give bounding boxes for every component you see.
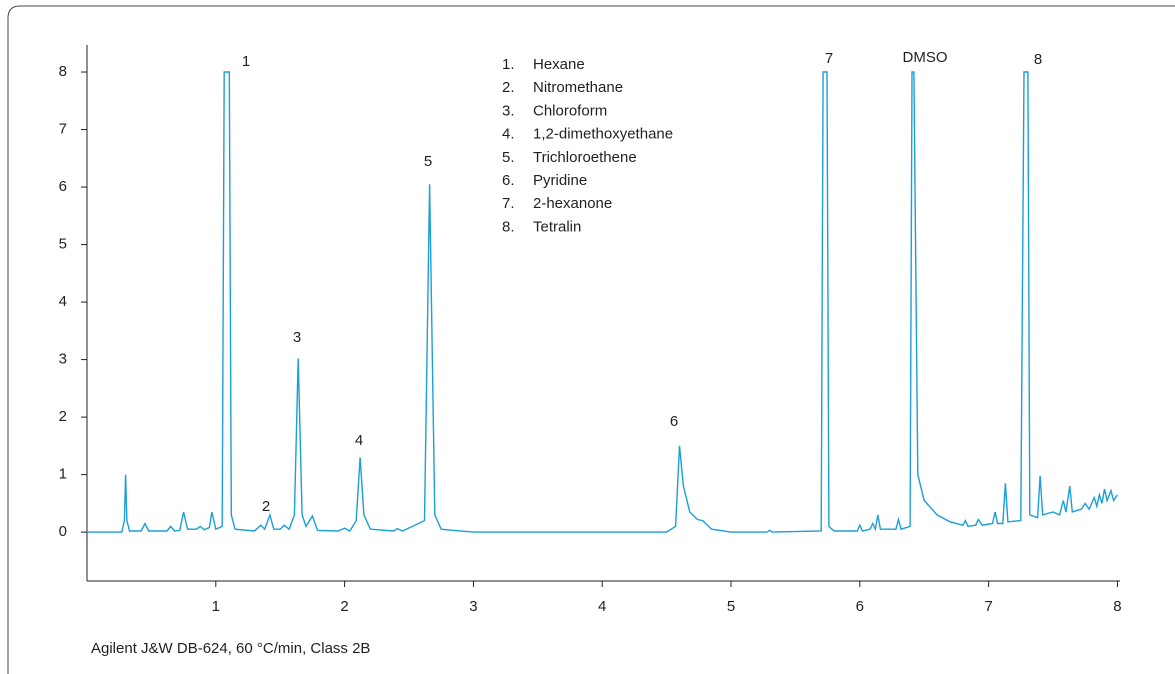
trace bbox=[87, 71, 1118, 533]
peak-label: 2 bbox=[262, 498, 270, 515]
x-tick-label: 7 bbox=[984, 598, 992, 615]
y-tick-label: 1 bbox=[59, 466, 67, 483]
x-tick-label: 5 bbox=[727, 598, 735, 615]
x-tick-label: 1 bbox=[212, 598, 220, 615]
peak-label: 3 bbox=[293, 329, 301, 346]
y-tick-label: 5 bbox=[59, 236, 67, 253]
y-tick-label: 3 bbox=[59, 351, 67, 368]
legend-name: Hexane bbox=[533, 56, 585, 73]
y-tick-label: 6 bbox=[59, 178, 67, 195]
y-tick-label: 8 bbox=[59, 63, 67, 80]
y-tick-label: 0 bbox=[59, 523, 67, 540]
x-tick-label: 4 bbox=[598, 598, 606, 615]
legend-number: 7. bbox=[502, 195, 515, 212]
legend-number: 3. bbox=[502, 102, 515, 119]
legend-number: 5. bbox=[502, 149, 515, 166]
frame bbox=[7, 5, 1175, 674]
y-tick-label: 7 bbox=[59, 121, 67, 138]
legend-name: Chloroform bbox=[533, 102, 607, 119]
peak-label: 6 bbox=[670, 413, 678, 430]
legend-number: 4. bbox=[502, 126, 515, 143]
peak-label: 1 bbox=[242, 53, 250, 70]
legend-number: 8. bbox=[502, 218, 515, 235]
x-tick-label: 8 bbox=[1113, 598, 1121, 615]
peak-label: 4 bbox=[355, 432, 363, 449]
x-tick-label: 3 bbox=[469, 598, 477, 615]
peak-label: 7 bbox=[825, 50, 833, 67]
peak-label: 8 bbox=[1034, 51, 1042, 68]
legend-name: Tetralin bbox=[533, 218, 581, 235]
legend-number: 1. bbox=[502, 56, 515, 73]
x-tick-label: 6 bbox=[856, 598, 864, 615]
legend-number: 6. bbox=[502, 172, 515, 189]
y-tick-label: 2 bbox=[59, 408, 67, 425]
legend-name: 1,2-dimethoxyethane bbox=[533, 126, 673, 143]
legend-name: Nitromethane bbox=[533, 79, 623, 96]
legend-name: Pyridine bbox=[533, 172, 587, 189]
legend-name: 2-hexanone bbox=[533, 195, 612, 212]
legend-number: 2. bbox=[502, 79, 515, 96]
y-tick-label: 4 bbox=[59, 293, 67, 310]
x-tick-label: 2 bbox=[340, 598, 348, 615]
caption: Agilent J&W DB-624, 60 °C/min, Class 2B bbox=[91, 640, 370, 657]
legend-name: Trichloroethene bbox=[533, 149, 637, 166]
peak-label: DMSO bbox=[903, 49, 948, 66]
peak-label: 5 bbox=[424, 153, 432, 170]
